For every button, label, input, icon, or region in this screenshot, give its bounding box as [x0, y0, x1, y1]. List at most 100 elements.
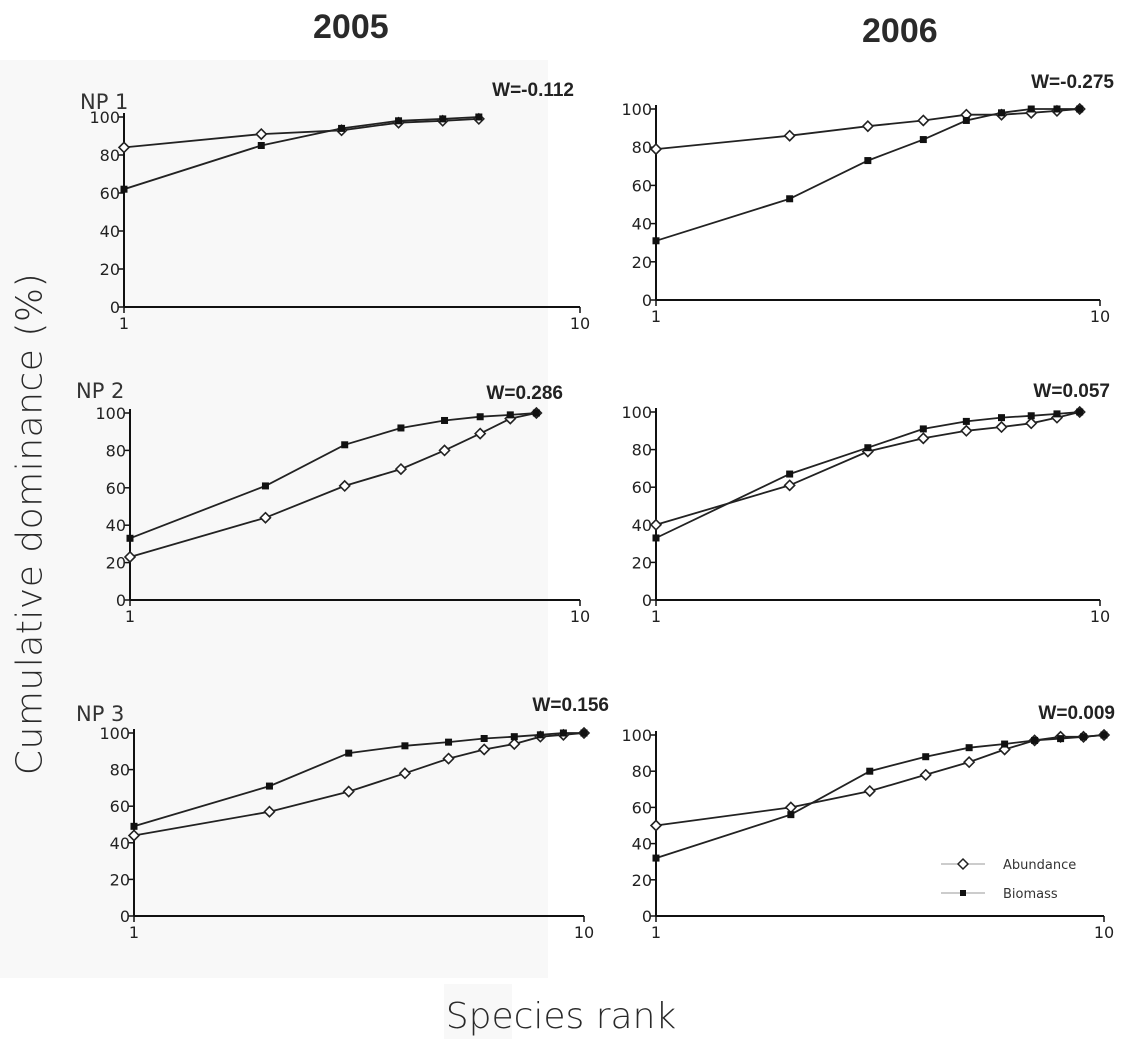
biomass-point	[1027, 412, 1035, 420]
legend-label: Abundance	[1003, 858, 1076, 873]
biomass-point	[786, 470, 794, 478]
x-tick-label: 1	[651, 923, 661, 942]
biomass-point	[401, 742, 409, 750]
series-line-biomass	[123, 116, 479, 191]
x-tick-label: 1	[651, 307, 661, 326]
y-tick-label: 0	[642, 591, 652, 610]
biomass-point	[1031, 736, 1039, 744]
y-tick-label: 40	[632, 215, 652, 234]
chart-panel-5: 0 20 40 60 80 100 1 10 W=0.156 NP 3	[76, 695, 609, 942]
y-tick-label: 40	[110, 834, 130, 853]
biomass-point	[559, 729, 567, 737]
row-label: NP 3	[76, 702, 124, 726]
biomass-point	[120, 185, 128, 193]
abundance-point	[861, 120, 874, 133]
column-title-2005: 2005	[313, 8, 389, 46]
biomass-point	[1027, 105, 1035, 113]
biomass-point	[919, 136, 927, 144]
biomass-point	[1100, 731, 1108, 739]
biomass-point	[345, 749, 353, 757]
chart-panel-4: 0 20 40 60 80 100 1 10 W=0.057	[621, 381, 1110, 626]
abundance-point	[919, 768, 932, 781]
biomass-point	[265, 782, 273, 790]
biomass-point	[475, 113, 483, 121]
y-tick-label: 40	[100, 222, 120, 241]
abundance-point	[438, 444, 451, 457]
w-statistic-label: W=0.156	[532, 695, 609, 716]
legend: Abundance Biomass	[941, 857, 1076, 902]
x-tick-label: 1	[125, 607, 135, 626]
abundance-point	[398, 767, 412, 780]
w-statistic-label: W=0.286	[486, 383, 563, 404]
series-line-biomass	[655, 411, 1080, 539]
y-tick-label: 100	[621, 100, 652, 119]
biomass-point	[1053, 105, 1061, 113]
y-tick-label: 40	[106, 516, 126, 535]
biomass-point	[126, 534, 134, 542]
series-line-biomass	[133, 732, 584, 828]
y-tick-label: 20	[100, 260, 120, 279]
y-tick-label: 0	[642, 291, 652, 310]
biomass-point	[257, 142, 265, 149]
abundance-point	[1025, 417, 1038, 430]
y-tick-label: 20	[632, 553, 652, 572]
legend-biomass-marker	[960, 890, 966, 896]
legend-label: Biomass	[1003, 887, 1058, 902]
x-tick-label: 10	[1090, 307, 1110, 326]
y-tick-label: 60	[110, 797, 130, 816]
chart-panel-1: 0 20 40 60 80 100 1 10 W=-0.112 NP 1	[80, 80, 590, 333]
x-axis-title: Species rank	[445, 996, 677, 1037]
w-statistic-label: W=0.057	[1033, 381, 1110, 402]
y-tick-label: 100	[99, 724, 130, 743]
chart-panel-3: 0 20 40 60 80 100 1 10 W=0.286 NP 2	[76, 379, 590, 626]
biomass-point	[261, 482, 269, 490]
series-line-abundance	[655, 734, 1105, 827]
x-tick-label: 1	[119, 314, 129, 333]
biomass-point	[652, 237, 660, 245]
chart-panel-6: 0 20 40 60 80 100 1 10 W=0.009	[621, 703, 1115, 942]
biomass-point	[580, 729, 588, 737]
abundance-point	[338, 479, 351, 493]
biomass-point	[997, 414, 1005, 422]
abundance-point	[783, 129, 796, 142]
biomass-point	[786, 195, 794, 203]
biomass-point	[506, 411, 514, 419]
y-tick-label: 20	[632, 871, 652, 890]
series-line-abundance	[129, 412, 537, 558]
x-tick-label: 1	[129, 923, 139, 942]
y-tick-label: 100	[621, 403, 652, 422]
abundance-point	[863, 784, 876, 798]
abundance-point	[960, 424, 973, 437]
y-tick-label: 0	[116, 591, 126, 610]
biomass-point	[480, 734, 488, 742]
biomass-point	[1080, 733, 1088, 741]
abundance-point	[123, 550, 137, 564]
y-tick-label: 60	[632, 478, 652, 497]
y-tick-label: 0	[120, 907, 130, 926]
y-tick-label: 40	[632, 516, 652, 535]
y-tick-label: 80	[106, 441, 126, 460]
series-line-biomass	[129, 412, 537, 540]
y-tick-label: 80	[100, 146, 120, 165]
biomass-point	[532, 409, 540, 417]
x-tick-label: 1	[651, 607, 661, 626]
y-tick-label: 100	[89, 108, 120, 127]
biomass-point	[922, 753, 930, 761]
y-tick-label: 0	[642, 907, 652, 926]
y-tick-label: 60	[632, 176, 652, 195]
biomass-point	[476, 413, 484, 421]
y-tick-label: 80	[632, 762, 652, 781]
y-tick-label: 100	[621, 726, 652, 745]
y-tick-label: 60	[100, 184, 120, 203]
abundance-point	[508, 737, 521, 751]
biomass-point	[1057, 735, 1065, 743]
column-title-2006: 2006	[862, 12, 938, 50]
abundance-point	[255, 127, 268, 141]
w-statistic-label: W=0.009	[1038, 703, 1115, 724]
abundance-point	[917, 432, 930, 445]
y-tick-label: 60	[632, 798, 652, 817]
biomass-point	[1001, 740, 1009, 748]
biomass-point	[787, 811, 795, 819]
abundance-point	[917, 114, 930, 127]
